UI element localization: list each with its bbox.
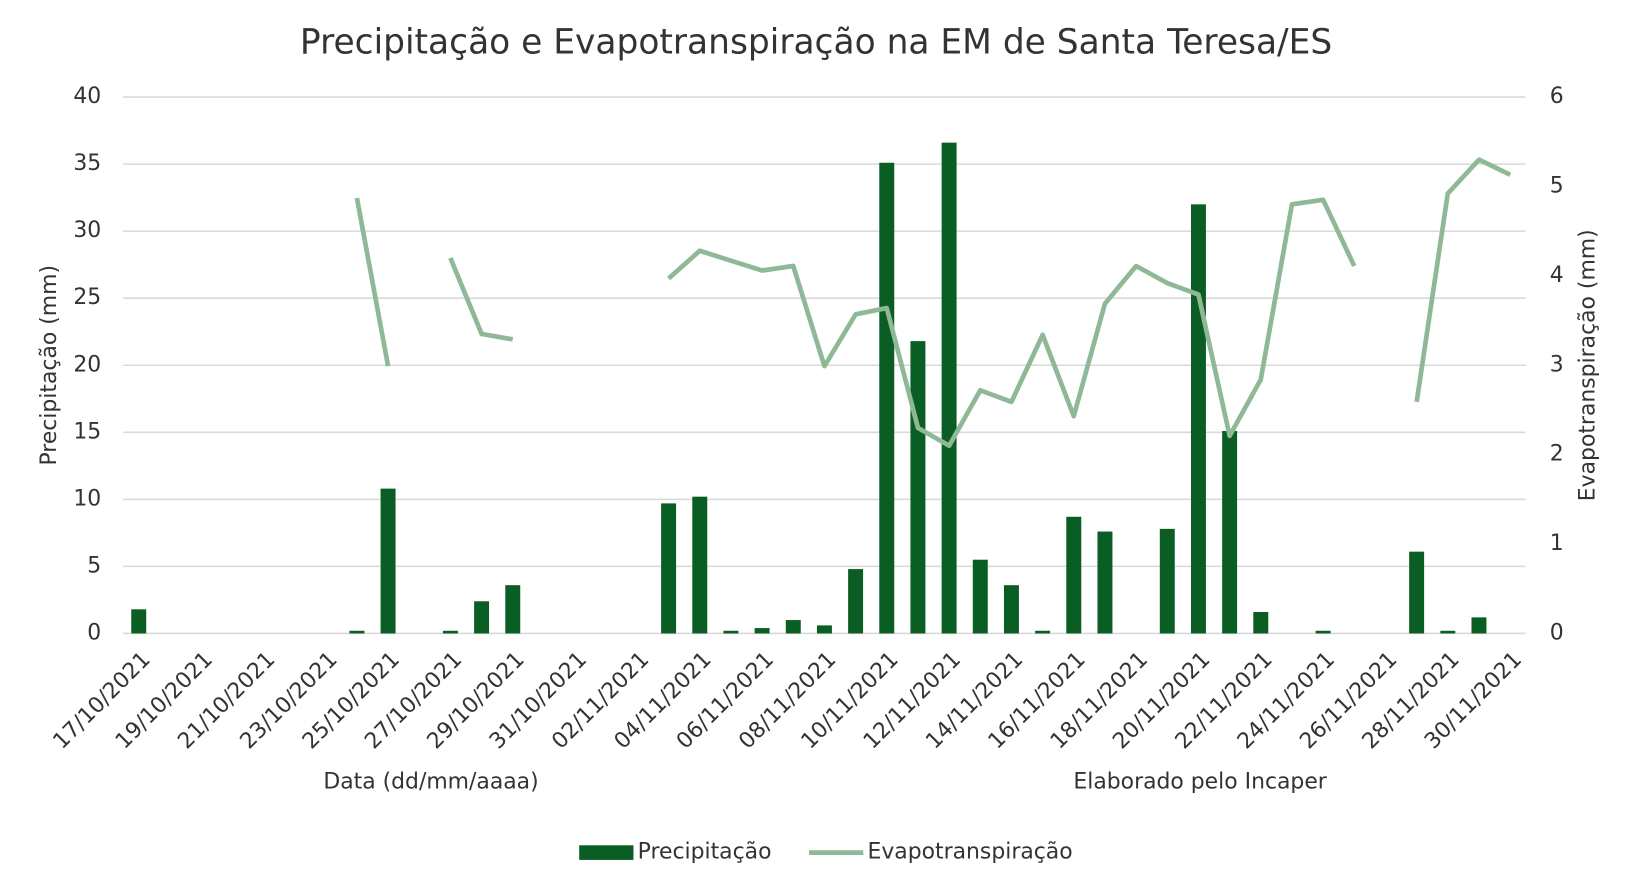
annotation: Elaborado pelo Incaper (1073, 770, 1326, 795)
bar (131, 609, 147, 634)
legend-label: Precipitação (638, 840, 772, 865)
y-tick-label: 35 (73, 151, 101, 176)
bar (380, 488, 396, 634)
y-tick-label: 10 (73, 486, 101, 511)
y2-tick-label: 2 (1550, 442, 1564, 467)
bar (474, 601, 490, 634)
y-tick-label: 0 (87, 620, 101, 645)
bar (941, 142, 957, 634)
bar (1315, 630, 1331, 634)
y2-axis-label: Evapotranspiração (mm) (1575, 229, 1600, 501)
bar (816, 625, 832, 634)
y2-tick-label: 1 (1550, 531, 1564, 556)
bar (661, 503, 677, 634)
y2-tick-label: 3 (1550, 352, 1564, 377)
bar (879, 162, 895, 634)
bar (1066, 516, 1082, 634)
legend-swatch (579, 845, 634, 860)
bar (785, 620, 801, 634)
bar (1003, 585, 1019, 634)
y2-tick-label: 4 (1550, 263, 1564, 288)
bar (442, 630, 458, 634)
y-tick-label: 15 (73, 419, 101, 444)
bar (723, 630, 739, 634)
bar (1159, 528, 1175, 634)
y-tick-label: 5 (87, 553, 101, 578)
y2-tick-label: 6 (1550, 84, 1564, 109)
bar (505, 585, 521, 634)
bar (1471, 617, 1487, 634)
bar (1222, 430, 1238, 634)
bar (848, 569, 864, 634)
legend-label: Evapotranspiração (867, 840, 1072, 865)
y2-tick-label: 0 (1550, 620, 1564, 645)
y-tick-label: 40 (73, 84, 101, 109)
bar (1409, 551, 1425, 634)
y-tick-label: 25 (73, 285, 101, 310)
line (354, 157, 1512, 449)
chart-title: Precipitação e Evapotranspiração na EM d… (300, 22, 1332, 62)
bar (1035, 630, 1051, 634)
bar (972, 559, 988, 634)
y-tick-label: 20 (73, 352, 101, 377)
bar (1440, 630, 1456, 634)
bar (754, 628, 770, 634)
bar (1253, 611, 1269, 634)
y-tick-label: 30 (73, 218, 101, 243)
y-axis-label: Precipitação (mm) (37, 265, 62, 466)
bar (1190, 204, 1206, 634)
y2-tick-label: 5 (1550, 173, 1564, 198)
bar (692, 496, 708, 634)
bar (1097, 531, 1113, 634)
annotation: Data (dd/mm/aaaa) (323, 770, 538, 795)
bar (349, 630, 365, 634)
bar (910, 341, 926, 634)
